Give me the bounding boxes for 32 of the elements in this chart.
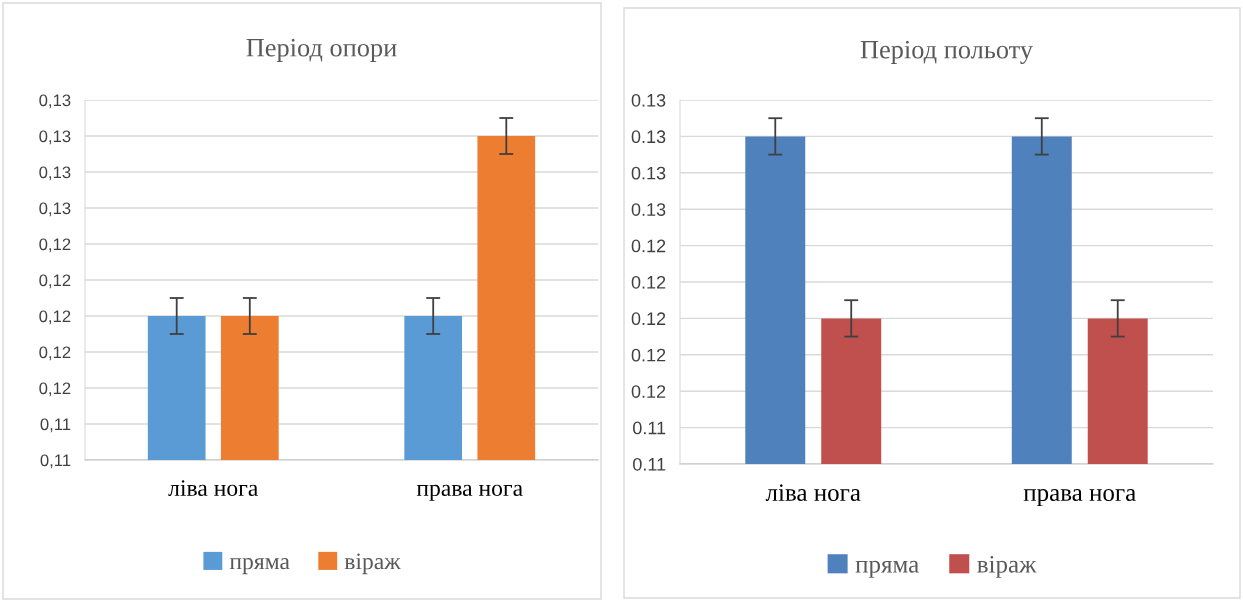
legend-label: пряма — [855, 560, 919, 578]
y-tick-label: 0.11 — [633, 457, 666, 471]
y-tick-label: 0,13 — [39, 202, 71, 217]
x-tick-label: права нога — [1023, 489, 1136, 507]
y-tick-label: 0.12 — [631, 275, 666, 289]
legend-label: пряма — [229, 557, 290, 575]
y-tick-label: 0,13 — [39, 94, 71, 109]
x-tick-label: права нога — [416, 484, 523, 501]
y-tick-label: 0.13 — [631, 93, 666, 107]
y-tick-label: 0,12 — [39, 382, 71, 397]
chart-title: Період опори — [246, 38, 397, 62]
y-tick-label: 0.12 — [631, 348, 666, 362]
y-tick-label: 0,12 — [39, 310, 71, 325]
y-tick-label: 0,11 — [40, 418, 71, 433]
y-tick-label: 0,12 — [39, 346, 71, 361]
y-tick-label: 0,12 — [39, 274, 71, 289]
y-tick-label: 0.13 — [631, 166, 666, 180]
y-tick-label: 0,13 — [39, 130, 71, 145]
legend-label: віраж — [977, 555, 1037, 578]
y-tick-label: 0,13 — [39, 166, 71, 181]
y-tick-label: 0.12 — [631, 385, 666, 398]
y-tick-label: 0.11 — [633, 421, 666, 435]
x-tick-label: ліва нога — [765, 484, 861, 502]
y-tick-label: 0,12 — [39, 238, 71, 253]
y-tick-label: 0.13 — [631, 130, 666, 144]
x-tick-label: ліва нога — [168, 480, 258, 497]
y-tick-label: 0.12 — [631, 312, 666, 326]
legend-label: віраж — [344, 553, 401, 575]
chart-title: Період польоту — [860, 40, 1033, 64]
y-tick-label: 0.12 — [631, 239, 666, 253]
y-tick-label: 0,11 — [40, 454, 71, 469]
y-tick-label: 0.13 — [631, 203, 666, 216]
